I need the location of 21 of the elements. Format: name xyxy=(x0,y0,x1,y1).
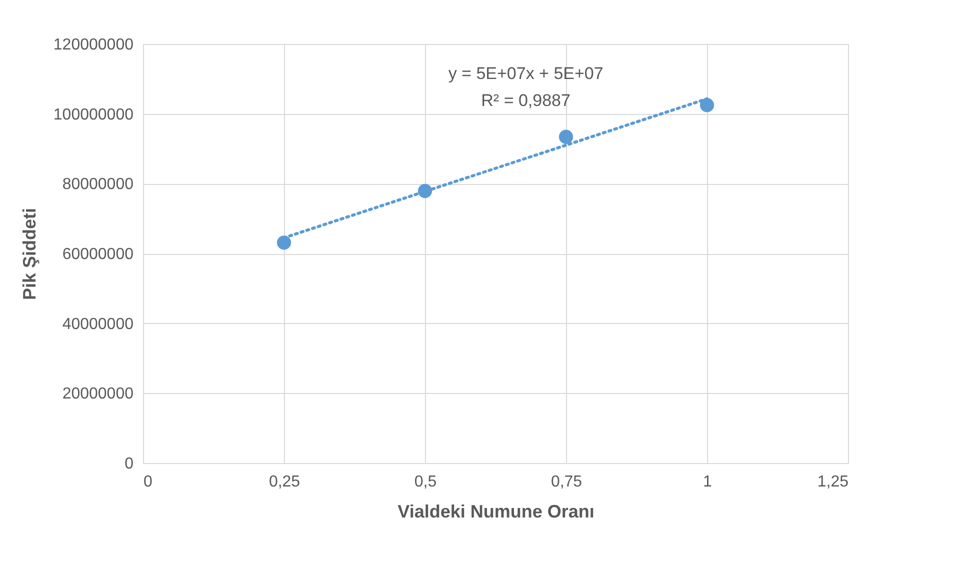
x-tick-label: 0,5 xyxy=(414,474,437,490)
x-tick-label: 0,25 xyxy=(268,474,300,490)
y-tick-label: 60000000 xyxy=(62,246,134,263)
annotation: y = 5E+07x + 5E+07 xyxy=(448,64,604,83)
y-tick-label: 0 xyxy=(124,456,134,472)
y-tick-label: 100000000 xyxy=(53,106,134,124)
point xyxy=(418,184,432,198)
x-tick-label: 0 xyxy=(144,474,152,490)
point xyxy=(276,236,292,250)
x-tick-label: 1 xyxy=(703,474,712,490)
point xyxy=(558,130,574,144)
point xyxy=(700,98,714,112)
x-tick-label: 0,75 xyxy=(550,474,582,490)
y-axis-title: Pik Şiddeti xyxy=(19,208,40,300)
annotation: R² = 0,9887 xyxy=(481,91,570,110)
x-axis-title: Vialdeki Numune Oranı xyxy=(398,502,594,522)
y-tick-label: 80000000 xyxy=(62,176,134,194)
x-tick-label: 1,25 xyxy=(817,474,849,490)
y-tick-label: 120000000 xyxy=(53,36,134,54)
y-tick-label: 40000000 xyxy=(62,316,134,333)
y-tick-label: 20000000 xyxy=(62,386,134,403)
